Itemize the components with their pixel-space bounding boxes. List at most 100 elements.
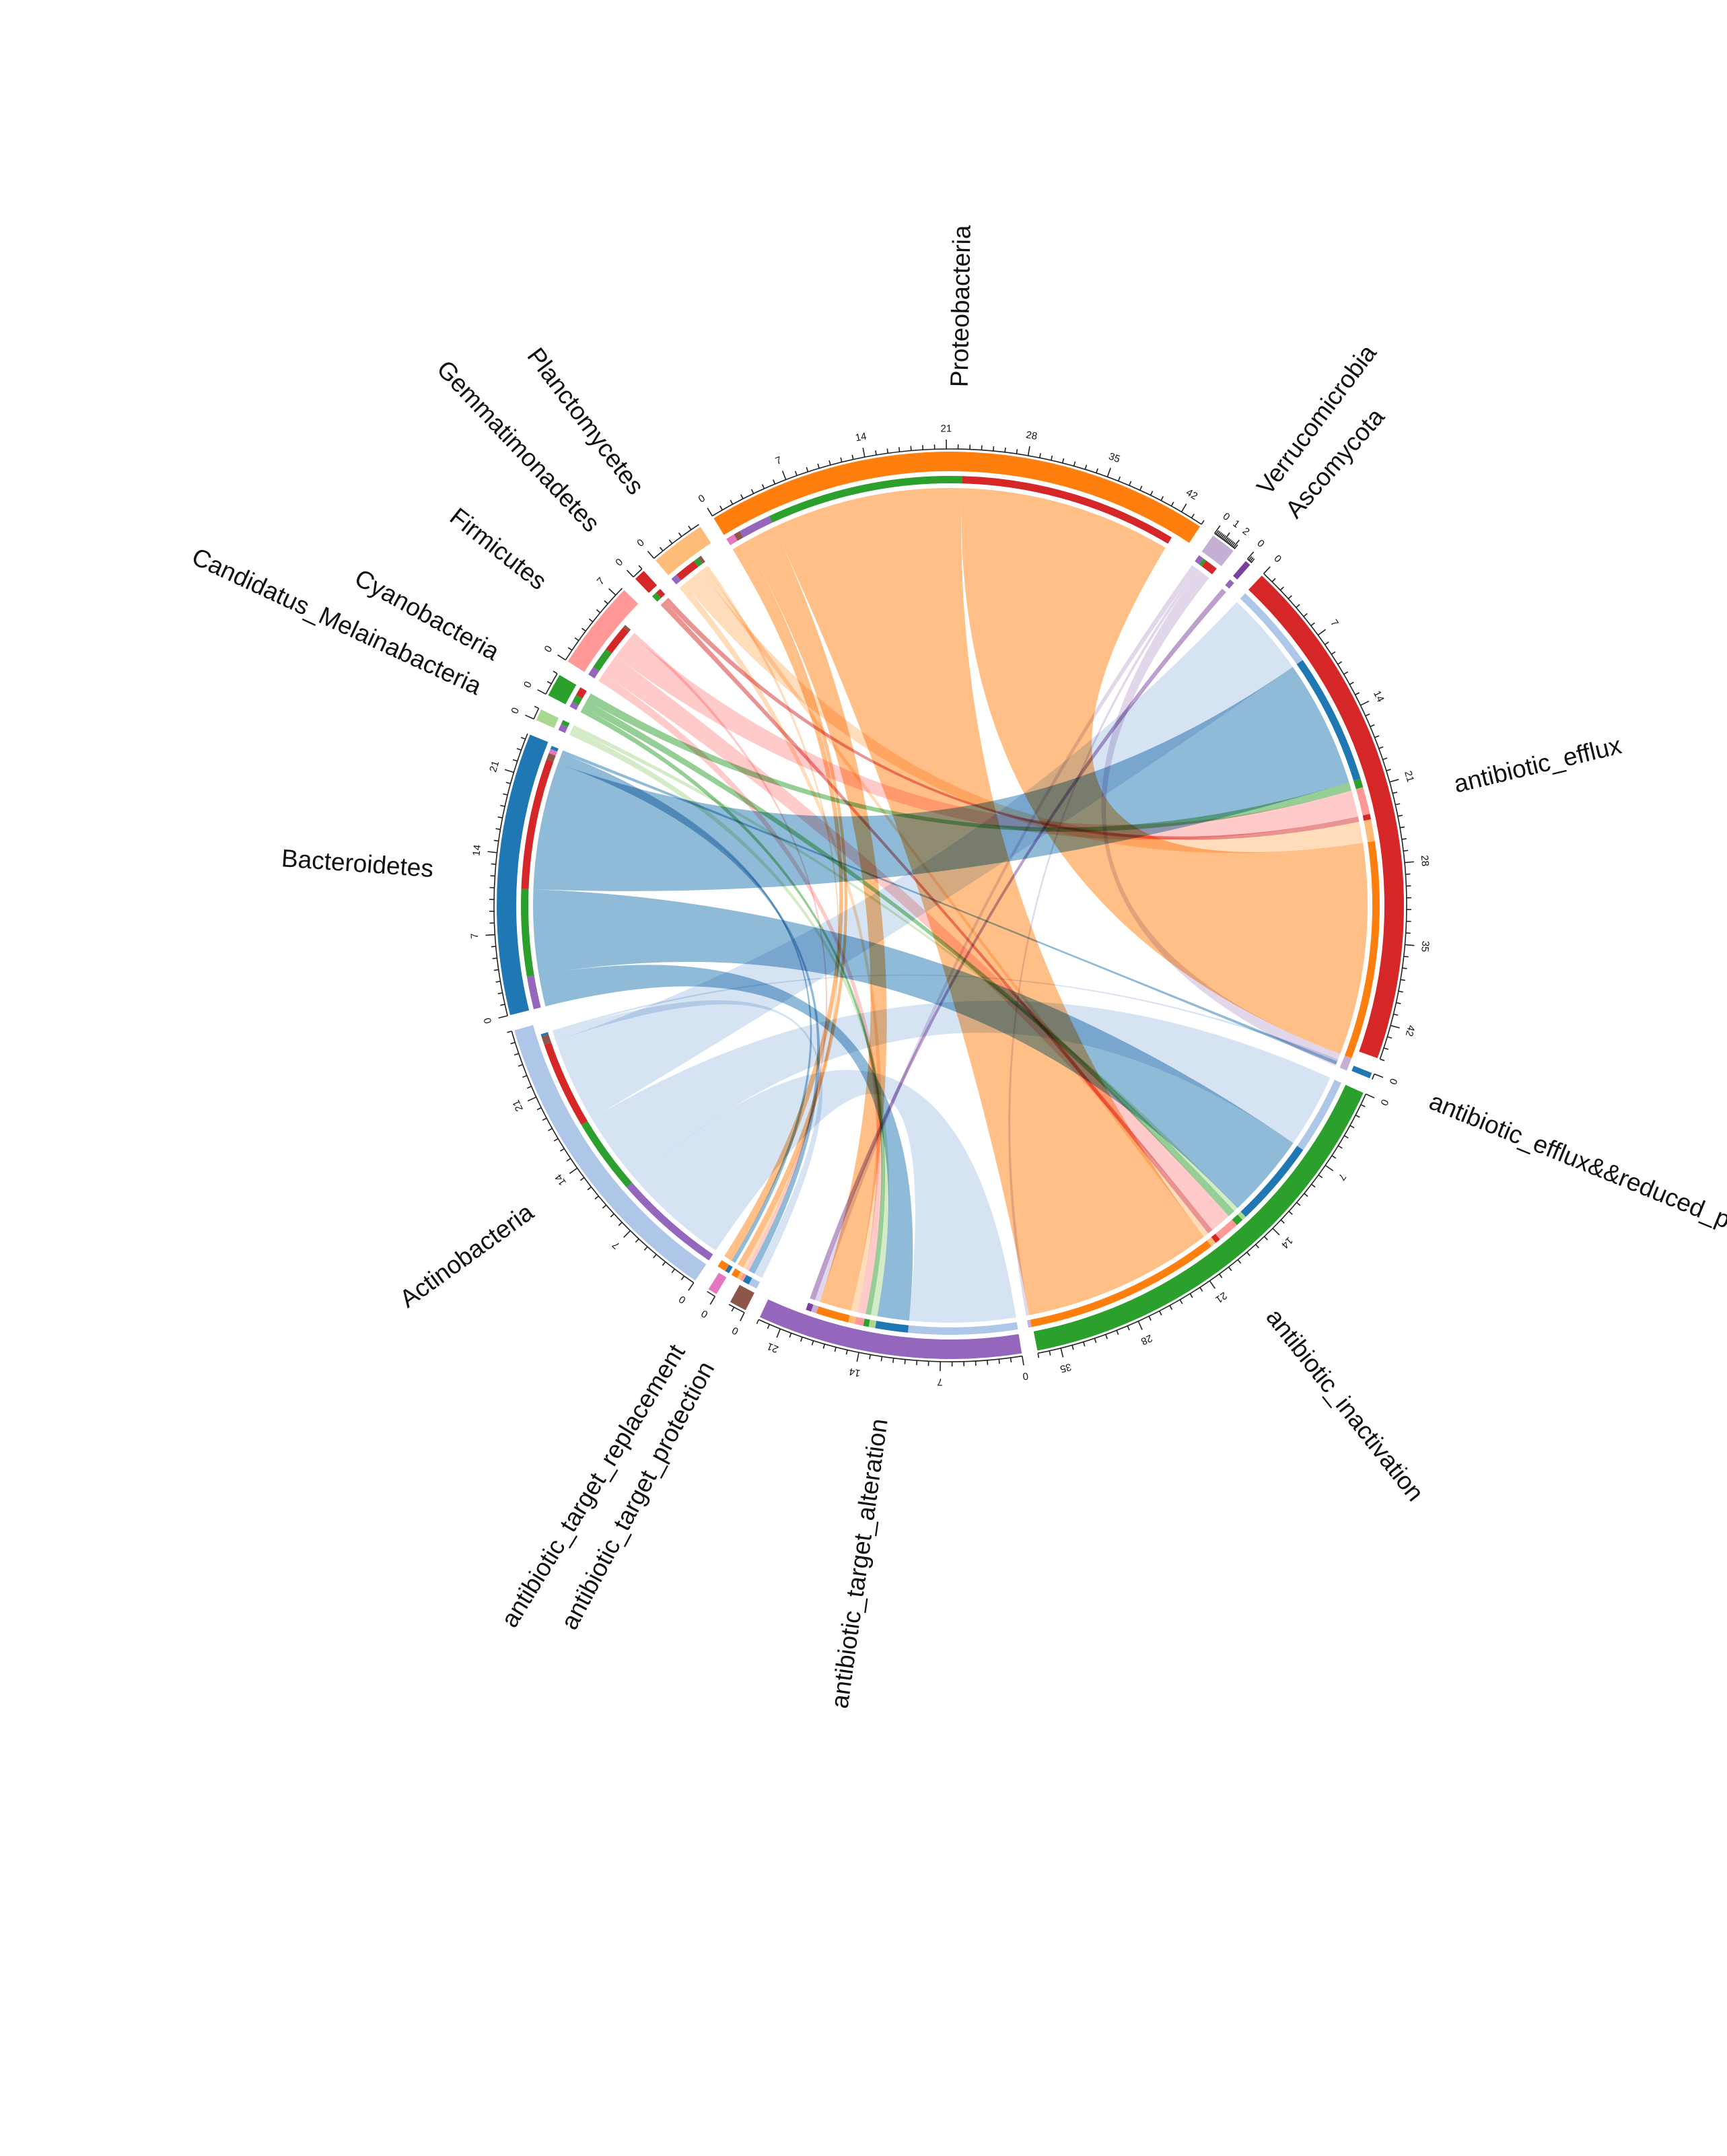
sector-arc-gemmatimonadetes (635, 571, 658, 593)
tick-verrucomicrobia (1220, 533, 1224, 538)
inner-track-antibiotic-target-alteration-actinobacteria (907, 1322, 1018, 1335)
tick-label-antibiotic-efflux: 14 (1371, 689, 1386, 703)
tick-proteobacteria (1170, 501, 1174, 507)
sector-label-antibiotic-target-alteration: antibiotic_target_alteration (826, 1417, 893, 1710)
tick-label-bacteroidetes: 14 (470, 844, 483, 857)
sector-label-antibiotic-efflux: antibiotic_efflux (1451, 731, 1624, 798)
tick-antibiotic-efflux (1405, 944, 1415, 946)
tick-label-antibiotic-efflux: 28 (1419, 855, 1431, 867)
tick-antibiotic-inactivation (1311, 1183, 1316, 1188)
tick-antibiotic-inactivation (1082, 1342, 1086, 1347)
inner-track-firmicutes-antibiotic-target-protection (623, 625, 631, 633)
inner-track-bacteroidetes-antibiotic-target-replacement (549, 749, 558, 756)
tick-actinobacteria (566, 1158, 571, 1162)
tick-label-proteobacteria: 28 (1025, 429, 1038, 443)
chord-proteobacteria-to-antibiotic-target-alteration (745, 526, 887, 1311)
tick-antibiotic-inactivation (1189, 1293, 1193, 1298)
tick-bacteroidetes (520, 736, 526, 740)
tick-label-proteobacteria: 21 (940, 423, 952, 434)
tick-label-proteobacteria: 0 (697, 493, 707, 506)
tick-antibiotic-target-alteration (845, 1350, 848, 1355)
tick-candidatus-melainabacteria (524, 714, 534, 720)
tick-antibiotic-efflux (1382, 757, 1388, 761)
sector-arc-actinobacteria (514, 1024, 707, 1281)
tick-actinobacteria (559, 1148, 565, 1152)
axis-base-antibiotic-efflux-reduced-permeability-to-antibiotic (1372, 1074, 1375, 1080)
inner-track-antibiotic-target-replacement-proteobacteria (717, 1260, 730, 1272)
tick-proteobacteria (1073, 461, 1076, 466)
tick-firmicutes (604, 600, 608, 604)
inner-track-antibiotic-target-protection-bacteroidetes (742, 1274, 752, 1285)
tick-proteobacteria (773, 479, 776, 485)
tick-proteobacteria (992, 446, 995, 452)
sector-arc-antibiotic-target-protection (730, 1284, 754, 1311)
sector-arc-cyanobacteria (548, 674, 577, 705)
tick-actinobacteria (643, 1246, 648, 1251)
inner-track-bacteroidetes-antibiotic-inactivation (521, 889, 534, 977)
tick-proteobacteria (1096, 468, 1098, 473)
tick-bacteroidetes (516, 748, 522, 751)
chord-planctomycetes-to-antibiotic-efflux (684, 570, 1364, 854)
tick-firmicutes (557, 654, 566, 661)
tick-antibiotic-inactivation (1169, 1305, 1173, 1310)
inner-ring (521, 476, 1380, 1335)
inner-track-antibiotic-efflux-planctomycetes (1364, 819, 1375, 843)
tick-planctomycetes (647, 551, 655, 559)
inner-track-antibiotic-efflux-cyanobacteria (1353, 778, 1364, 790)
axis-base-proteobacteria (711, 448, 1202, 525)
tick-actinobacteria (587, 1186, 592, 1191)
tick-actinobacteria (594, 1195, 599, 1200)
tick-proteobacteria (886, 448, 889, 454)
tick-label-firmicutes: 7 (595, 576, 607, 588)
inner-track-actinobacteria-antibiotic-efflux-reduced-permeability-to-antibiotic (540, 1032, 549, 1037)
inner-track-bacteroidetes-antibiotic-efflux-reduced-permeability-to-antibiotic (550, 746, 559, 752)
tick-label-antibiotic-inactivation: 7 (1335, 1171, 1348, 1183)
tick-firmicutes (588, 618, 594, 623)
tick-antibiotic-efflux (1393, 1013, 1399, 1016)
tick-planctomycetes (659, 547, 664, 551)
tick-proteobacteria (730, 499, 734, 505)
sector-label-antibiotic-efflux-reduced-permeability-to-antibiotic: antibiotic_efflux&&reduced_permeability_… (1425, 1087, 1727, 1334)
sector-arc-antibiotic-efflux (1248, 576, 1404, 1058)
tick-ascomycota (1249, 557, 1254, 562)
tick-antibiotic-efflux (1343, 671, 1349, 675)
tick-proteobacteria (817, 463, 820, 468)
inner-track-antibiotic-inactivation-bacteroidetes (1240, 1146, 1304, 1217)
inner-track-cyanobacteria-antibiotic-inactivation (572, 695, 583, 705)
tick-proteobacteria (740, 494, 744, 499)
tick-antibiotic-efflux (1386, 769, 1391, 771)
tick-antibiotic-target-protection (731, 1307, 735, 1312)
tick-actinobacteria (542, 1117, 547, 1121)
tick-verrucomicrobia (1228, 539, 1232, 544)
inner-track-bacteroidetes-antibiotic-target-protection (547, 753, 556, 762)
tick-bacteroidetes (505, 781, 511, 784)
inner-track-proteobacteria-antibiotic-target-replacement (726, 534, 738, 546)
inner-track-actinobacteria-antibiotic-target-protection (541, 1034, 551, 1045)
tick-antibiotic-inactivation (1148, 1316, 1152, 1321)
tick-label-bacteroidetes: 0 (482, 1016, 495, 1024)
tick-actinobacteria (671, 1268, 676, 1274)
inner-track-antibiotic-target-alteration-cyanobacteria (863, 1318, 870, 1327)
tick-proteobacteria (862, 448, 866, 458)
tick-cyanobacteria (547, 681, 552, 685)
tick-gemmatimonadetes (626, 569, 634, 578)
chord-actinobacteria-to-antibiotic-target-protection (553, 1000, 823, 1278)
inner-track-candidatus-melainabacteria-antibiotic-inactivation (561, 720, 570, 728)
inner-track-planctomycetes-antibiotic-inactivation (693, 557, 703, 567)
tick-actinobacteria (579, 1177, 585, 1181)
tick-antibiotic-target-alteration (776, 1328, 781, 1338)
sector-arcs (497, 452, 1404, 1359)
tick-bacteroidetes (504, 769, 514, 773)
tick-antibiotic-inactivation (1158, 1311, 1162, 1316)
inner-track-antibiotic-target-protection-proteobacteria (731, 1268, 741, 1278)
tick-verrucomicrobia (1226, 538, 1230, 543)
tick-antibiotic-inactivation (1366, 1093, 1375, 1099)
sector-arc-proteobacteria (713, 452, 1200, 543)
sector-label-proteobacteria: Proteobacteria (946, 225, 976, 388)
tick-proteobacteria (707, 508, 713, 516)
inner-track-antibiotic-inactivation-actinobacteria (1297, 1080, 1341, 1150)
chord-bacteroidetes-to-antibiotic-inactivation (533, 889, 1294, 1208)
tick-bacteroidetes (498, 1015, 508, 1019)
chord-gemmatimonadetes-to-antibiotic-efflux (664, 597, 1360, 840)
